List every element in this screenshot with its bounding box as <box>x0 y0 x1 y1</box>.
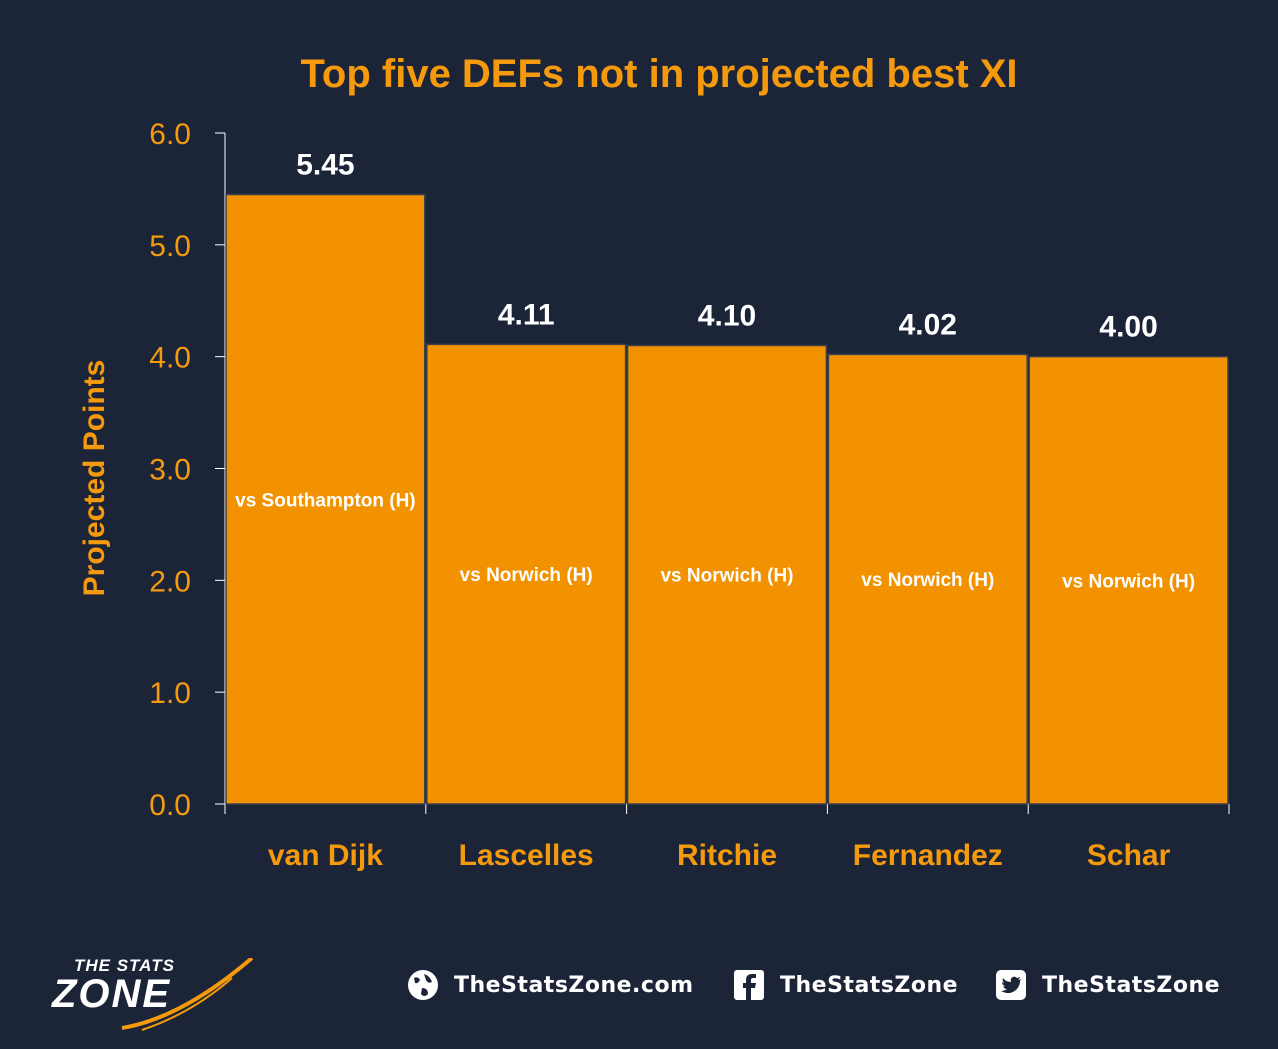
twitter-text: TheStatsZone <box>1042 972 1221 998</box>
website-link[interactable]: TheStatsZone.com <box>406 968 694 1002</box>
bar-annotation: vs Norwich (H) <box>660 566 793 587</box>
x-tick-label: Ritchie <box>677 839 777 872</box>
bars <box>225 193 1229 805</box>
y-tick-label: 3.0 <box>149 454 191 487</box>
bar-annotation: vs Norwich (H) <box>460 565 593 586</box>
bar <box>626 344 828 805</box>
value-label: 4.11 <box>498 298 555 331</box>
x-tick-label: Lascelles <box>459 839 594 872</box>
value-label: 4.00 <box>1099 311 1157 344</box>
bar <box>225 193 426 805</box>
bar <box>1028 355 1229 805</box>
axes: 0.0 1.0 2.0 3.0 4.0 5.0 6.0 <box>149 118 1230 822</box>
value-label: 5.45 <box>296 149 354 182</box>
facebook-link[interactable]: TheStatsZone <box>732 968 958 1002</box>
y-tick-label: 6.0 <box>149 118 191 151</box>
chart-title: Top five DEFs not in projected best XI <box>300 52 1017 96</box>
value-label: 4.10 <box>698 299 756 332</box>
footer: THE STATS ZONE TheStatsZone.com TheStats… <box>0 940 1278 1040</box>
x-tick-label: van Dijk <box>268 839 383 872</box>
logo-top-text: THE STATS <box>74 956 175 975</box>
bar <box>426 343 627 805</box>
bar-chart: Top five DEFs not in projected best XI P… <box>78 52 1230 872</box>
y-tick-label: 1.0 <box>149 677 191 710</box>
logo-swoosh-icon <box>121 958 254 1031</box>
bar-annotation: vs Southampton (H) <box>235 490 416 511</box>
logo-main-text: ZONE <box>52 972 172 1016</box>
facebook-text: TheStatsZone <box>780 972 959 998</box>
data-labels: 5.45 vs Southampton (H) van Dijk 4.11 vs Nor… <box>235 149 1195 872</box>
website-text: TheStatsZone.com <box>454 972 694 998</box>
y-axis-label: Projected Points <box>78 360 111 597</box>
value-label: 4.02 <box>899 308 957 341</box>
stats-zone-logo: THE STATS ZONE <box>52 954 272 1034</box>
y-tick-label: 4.0 <box>149 342 191 375</box>
twitter-link[interactable]: TheStatsZone <box>994 968 1220 1002</box>
bar-annotation: vs Norwich (H) <box>1062 571 1195 592</box>
bar-annotation: vs Norwich (H) <box>861 570 994 591</box>
facebook-icon <box>732 968 766 1002</box>
twitter-icon <box>994 968 1028 1002</box>
y-tick-label: 2.0 <box>149 565 191 598</box>
x-tick-label: Fernandez <box>853 839 1003 872</box>
bar <box>827 353 1028 805</box>
y-tick-label: 5.0 <box>149 230 191 263</box>
y-tick-label: 0.0 <box>149 789 191 822</box>
globe-icon <box>406 968 440 1002</box>
x-tick-label: Schar <box>1087 839 1171 872</box>
